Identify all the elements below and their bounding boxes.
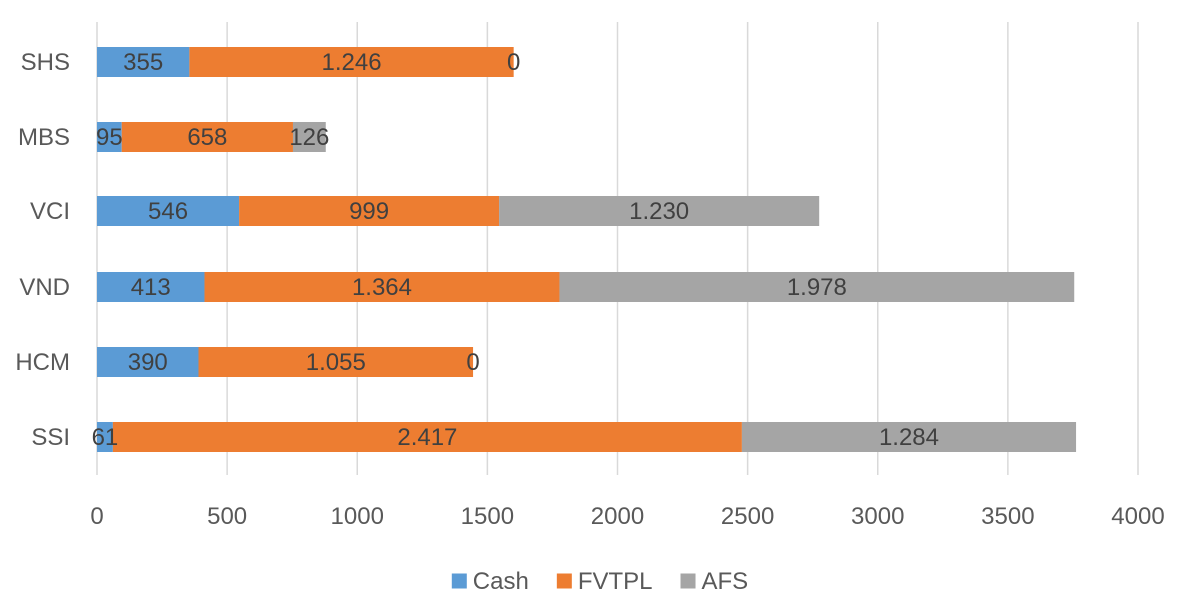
data-labels: 355 1.246 0 95 658 126 546 999 1.230 413 1.364 1.97…	[92, 49, 939, 451]
tick-label-3000: 3000	[851, 503, 904, 530]
data-label-ssi-fvtpl: 2.417	[397, 424, 457, 451]
bar-vnd-afs	[559, 272, 1075, 302]
legend-swatch-cash	[451, 573, 467, 589]
tick-label-500: 500	[207, 503, 247, 530]
bar-shs-fvtpl	[189, 47, 514, 77]
data-label-shs-afs: 0	[507, 49, 520, 76]
bar-mbs-afs	[292, 122, 326, 152]
data-label-vnd-fvtpl: 1.364	[352, 274, 412, 301]
data-label-shs-fvtpl: 1.246	[321, 49, 381, 76]
bar-vci-afs	[499, 196, 820, 226]
gridlines	[96, 22, 1139, 475]
tick-label-1500: 1500	[461, 503, 514, 530]
data-label-hcm-cash: 390	[128, 349, 168, 376]
data-label-hcm-afs: 0	[466, 349, 479, 376]
bar-hcm-cash	[97, 347, 199, 377]
data-label-vci-fvtpl: 999	[349, 198, 389, 225]
tick-label-1000: 1000	[331, 503, 384, 530]
bar-vci-cash	[97, 196, 240, 226]
legend-label-cash: Cash	[473, 568, 529, 595]
bar-vnd-cash	[97, 272, 205, 302]
tick-label-3500: 3500	[981, 503, 1034, 530]
legend-swatch-fvtpl	[556, 573, 572, 589]
bar-mbs-cash	[97, 122, 122, 152]
tick-label-0: 0	[90, 503, 103, 530]
data-label-vci-afs: 1.230	[629, 198, 689, 225]
data-label-vnd-cash: 413	[131, 274, 171, 301]
category-label-vci: VCI	[30, 198, 70, 225]
bar-ssi-cash	[97, 422, 113, 452]
bar-shs-cash	[97, 47, 190, 77]
legend-label-afs: AFS	[702, 568, 749, 595]
bar-vci-fvtpl	[239, 196, 500, 226]
category-label-vnd: VND	[19, 274, 70, 301]
bar-ssi-afs	[741, 422, 1077, 452]
bar-hcm-fvtpl	[198, 347, 474, 377]
tick-label-2500: 2500	[721, 503, 774, 530]
data-label-mbs-fvtpl: 658	[187, 124, 227, 151]
data-label-ssi-afs: 1.284	[879, 424, 939, 451]
category-axis-labels: SHS MBS VCI VND HCM SSI	[15, 49, 70, 451]
category-label-ssi: SSI	[31, 424, 70, 451]
bar-ssi-fvtpl	[112, 422, 742, 452]
category-label-mbs: MBS	[18, 124, 70, 151]
legend: Cash FVTPL AFS	[451, 568, 749, 595]
bar-mbs-fvtpl	[121, 122, 293, 152]
legend-label-fvtpl: FVTPL	[578, 568, 653, 595]
data-label-hcm-fvtpl: 1.055	[306, 349, 366, 376]
value-axis-tick-labels: 0 500 1000 1500 2000 2500 3000 3500 4000	[90, 503, 1164, 530]
data-label-mbs-afs: 126	[289, 124, 329, 151]
tick-label-2000: 2000	[591, 503, 644, 530]
category-label-hcm: HCM	[15, 349, 70, 376]
data-label-shs-cash: 355	[123, 49, 163, 76]
category-label-shs: SHS	[21, 49, 70, 76]
data-label-vci-cash: 546	[148, 198, 188, 225]
bar-vnd-fvtpl	[204, 272, 560, 302]
data-label-ssi-cash: 61	[92, 424, 119, 451]
data-label-vnd-afs: 1.978	[787, 274, 847, 301]
tick-label-4000: 4000	[1111, 503, 1164, 530]
bar-segments	[97, 47, 1077, 452]
data-label-mbs-cash: 95	[96, 124, 123, 151]
legend-swatch-afs	[680, 573, 696, 589]
